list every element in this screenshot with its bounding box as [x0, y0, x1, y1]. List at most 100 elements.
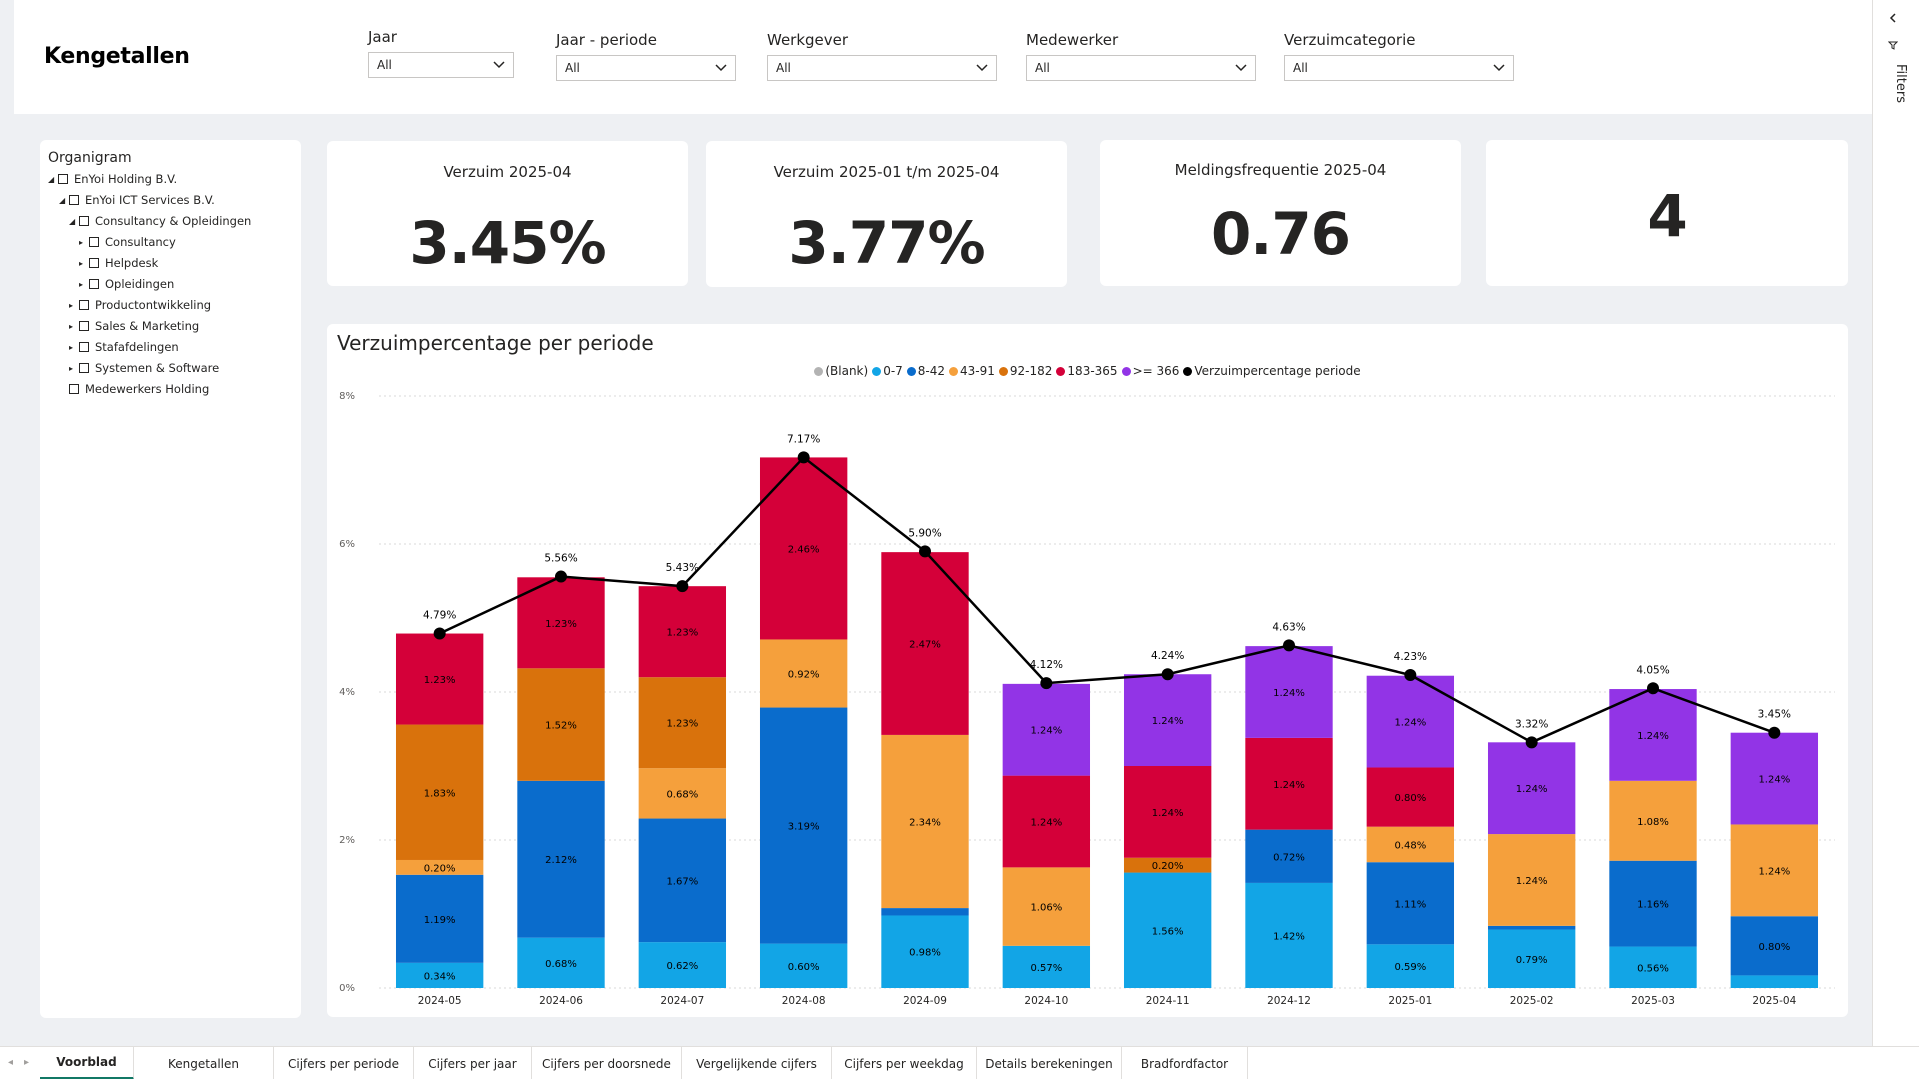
bar-segment[interactable] [517, 577, 605, 669]
tree-item-productontwikkeling[interactable]: ▸ Productontwikkeling [69, 298, 211, 312]
tree-item-enyoi-ict[interactable]: ◢ EnYoi ICT Services B.V. [59, 193, 215, 207]
expand-toggle-icon[interactable]: ▸ [69, 300, 74, 310]
tree-item-systemen-software[interactable]: ▸ Systemen & Software [69, 361, 219, 375]
bar-segment[interactable] [517, 937, 605, 988]
legend-item[interactable]: 43-91 [949, 364, 995, 378]
bar-segment[interactable] [881, 908, 969, 916]
bar-segment[interactable] [759, 943, 848, 988]
checkbox[interactable] [79, 300, 89, 310]
tab-voorblad[interactable]: Voorblad [40, 1047, 134, 1079]
legend-item[interactable]: 183-365 [1056, 364, 1118, 378]
checkbox[interactable] [58, 174, 68, 184]
line-point[interactable] [919, 545, 931, 558]
slicer-dropdown-werkgever[interactable]: All [767, 55, 997, 81]
tab-cijfers-per-periode[interactable]: Cijfers per periode [274, 1047, 414, 1079]
bar-segment[interactable] [517, 780, 605, 938]
line-point[interactable] [1647, 682, 1659, 695]
bar-segment[interactable] [1245, 737, 1333, 830]
checkbox[interactable] [89, 258, 99, 268]
bar-segment[interactable] [638, 768, 727, 819]
expand-toggle-icon[interactable]: ▸ [69, 363, 74, 373]
checkbox[interactable] [69, 384, 79, 394]
bar-segment[interactable] [1002, 775, 1091, 868]
bar-segment[interactable] [638, 677, 727, 769]
bar-segment[interactable] [1123, 857, 1212, 873]
line-point[interactable] [1040, 677, 1053, 690]
bar-segment[interactable] [1002, 945, 1091, 988]
slicer-dropdown-medewerker[interactable]: All [1026, 55, 1256, 81]
tree-item-opleidingen[interactable]: ▸ Opleidingen [79, 277, 174, 291]
bar-segment[interactable] [1002, 683, 1091, 776]
bar-segment[interactable] [1487, 925, 1576, 930]
bar-segment[interactable] [1245, 646, 1333, 738]
collapse-chevron-icon[interactable] [1887, 12, 1899, 24]
bar-segment[interactable] [1123, 674, 1212, 766]
tree-item-helpdesk[interactable]: ▸ Helpdesk [79, 256, 158, 270]
bar-segment[interactable] [1609, 780, 1697, 861]
bar-segment[interactable] [1609, 946, 1697, 988]
filters-pane[interactable] [1872, 0, 1919, 1046]
line-point[interactable] [676, 580, 689, 593]
bar-segment[interactable] [1609, 689, 1697, 781]
checkbox[interactable] [79, 363, 89, 373]
line-point[interactable] [1161, 668, 1174, 681]
tab-vergelijkende-cijfers[interactable]: Vergelijkende cijfers [682, 1047, 832, 1079]
filters-label[interactable]: Filters [1893, 64, 1908, 103]
expand-toggle-icon[interactable]: ▸ [69, 321, 74, 331]
tree-item-consultancy-opleidingen[interactable]: ◢ Consultancy & Opleidingen [69, 214, 251, 228]
bar-segment[interactable] [517, 668, 605, 781]
slicer-dropdown-jaar-periode[interactable]: All [556, 55, 736, 81]
legend-item[interactable]: 8-42 [906, 364, 945, 378]
bar-segment[interactable] [395, 874, 484, 963]
bar-segment[interactable] [638, 818, 727, 943]
bar-segment[interactable] [1366, 826, 1455, 863]
tab-bradfordfactor[interactable]: Bradfordfactor [1122, 1047, 1248, 1079]
bar-segment[interactable] [1730, 732, 1819, 825]
bar-segment[interactable] [1123, 872, 1212, 988]
bar-segment[interactable] [1487, 929, 1576, 988]
slicer-dropdown-jaar[interactable]: All [368, 52, 514, 78]
bar-segment[interactable] [759, 639, 848, 708]
bar-segment[interactable] [1366, 767, 1455, 827]
bar-segment[interactable] [1002, 867, 1091, 946]
bar-segment[interactable] [881, 734, 969, 909]
bar-segment[interactable] [1730, 975, 1819, 988]
legend-item[interactable]: (Blank) [814, 364, 868, 378]
checkbox[interactable] [69, 195, 79, 205]
bar-segment[interactable] [1245, 882, 1333, 988]
line-point[interactable] [1404, 668, 1417, 681]
legend-item[interactable]: Verzuimpercentage periode [1183, 364, 1361, 378]
slicer-dropdown-verzuimcategorie[interactable]: All [1284, 55, 1514, 81]
line-point[interactable] [1525, 736, 1538, 749]
tree-item-consultancy[interactable]: ▸ Consultancy [79, 235, 176, 249]
bar-segment[interactable] [1487, 742, 1576, 835]
tree-item-stafafdelingen[interactable]: ▸ Stafafdelingen [69, 340, 179, 354]
stacked-bar-line-chart[interactable]: 0% 2% 4% 6% 8% 0.34% 1.19% 0.20% 1.83% 1.23% 2024-… [327, 324, 1848, 1017]
bar-segment[interactable] [1366, 944, 1455, 988]
bar-segment[interactable] [395, 724, 484, 860]
tab-kengetallen[interactable]: Kengetallen [134, 1047, 274, 1079]
line-point[interactable] [797, 451, 810, 464]
scroll-right-icon[interactable]: ▸ [24, 1057, 30, 1068]
tree-item-sales-marketing[interactable]: ▸ Sales & Marketing [69, 319, 199, 333]
expand-toggle-icon[interactable]: ▸ [79, 237, 84, 247]
checkbox[interactable] [89, 237, 99, 247]
line-point[interactable] [433, 627, 446, 640]
bar-segment[interactable] [1609, 860, 1697, 947]
bar-segment[interactable] [638, 942, 727, 988]
bar-segment[interactable] [395, 859, 484, 875]
tree-item-medewerkers-holding[interactable]: Medewerkers Holding [59, 382, 209, 396]
tab-cijfers-per-jaar[interactable]: Cijfers per jaar [414, 1047, 532, 1079]
legend-item[interactable]: 0-7 [872, 364, 903, 378]
bar-segment[interactable] [638, 586, 727, 678]
line-point[interactable] [1283, 639, 1295, 652]
bar-segment[interactable] [395, 633, 484, 725]
line-point[interactable] [555, 570, 567, 583]
expand-toggle-icon[interactable]: ▸ [69, 342, 74, 352]
bar-segment[interactable] [1730, 824, 1819, 917]
expand-toggle-icon[interactable]: ◢ [59, 195, 66, 205]
bar-segment[interactable] [1123, 766, 1212, 858]
bar-segment[interactable] [1245, 829, 1333, 883]
legend-item[interactable]: 92-182 [998, 364, 1052, 378]
checkbox[interactable] [79, 321, 89, 331]
